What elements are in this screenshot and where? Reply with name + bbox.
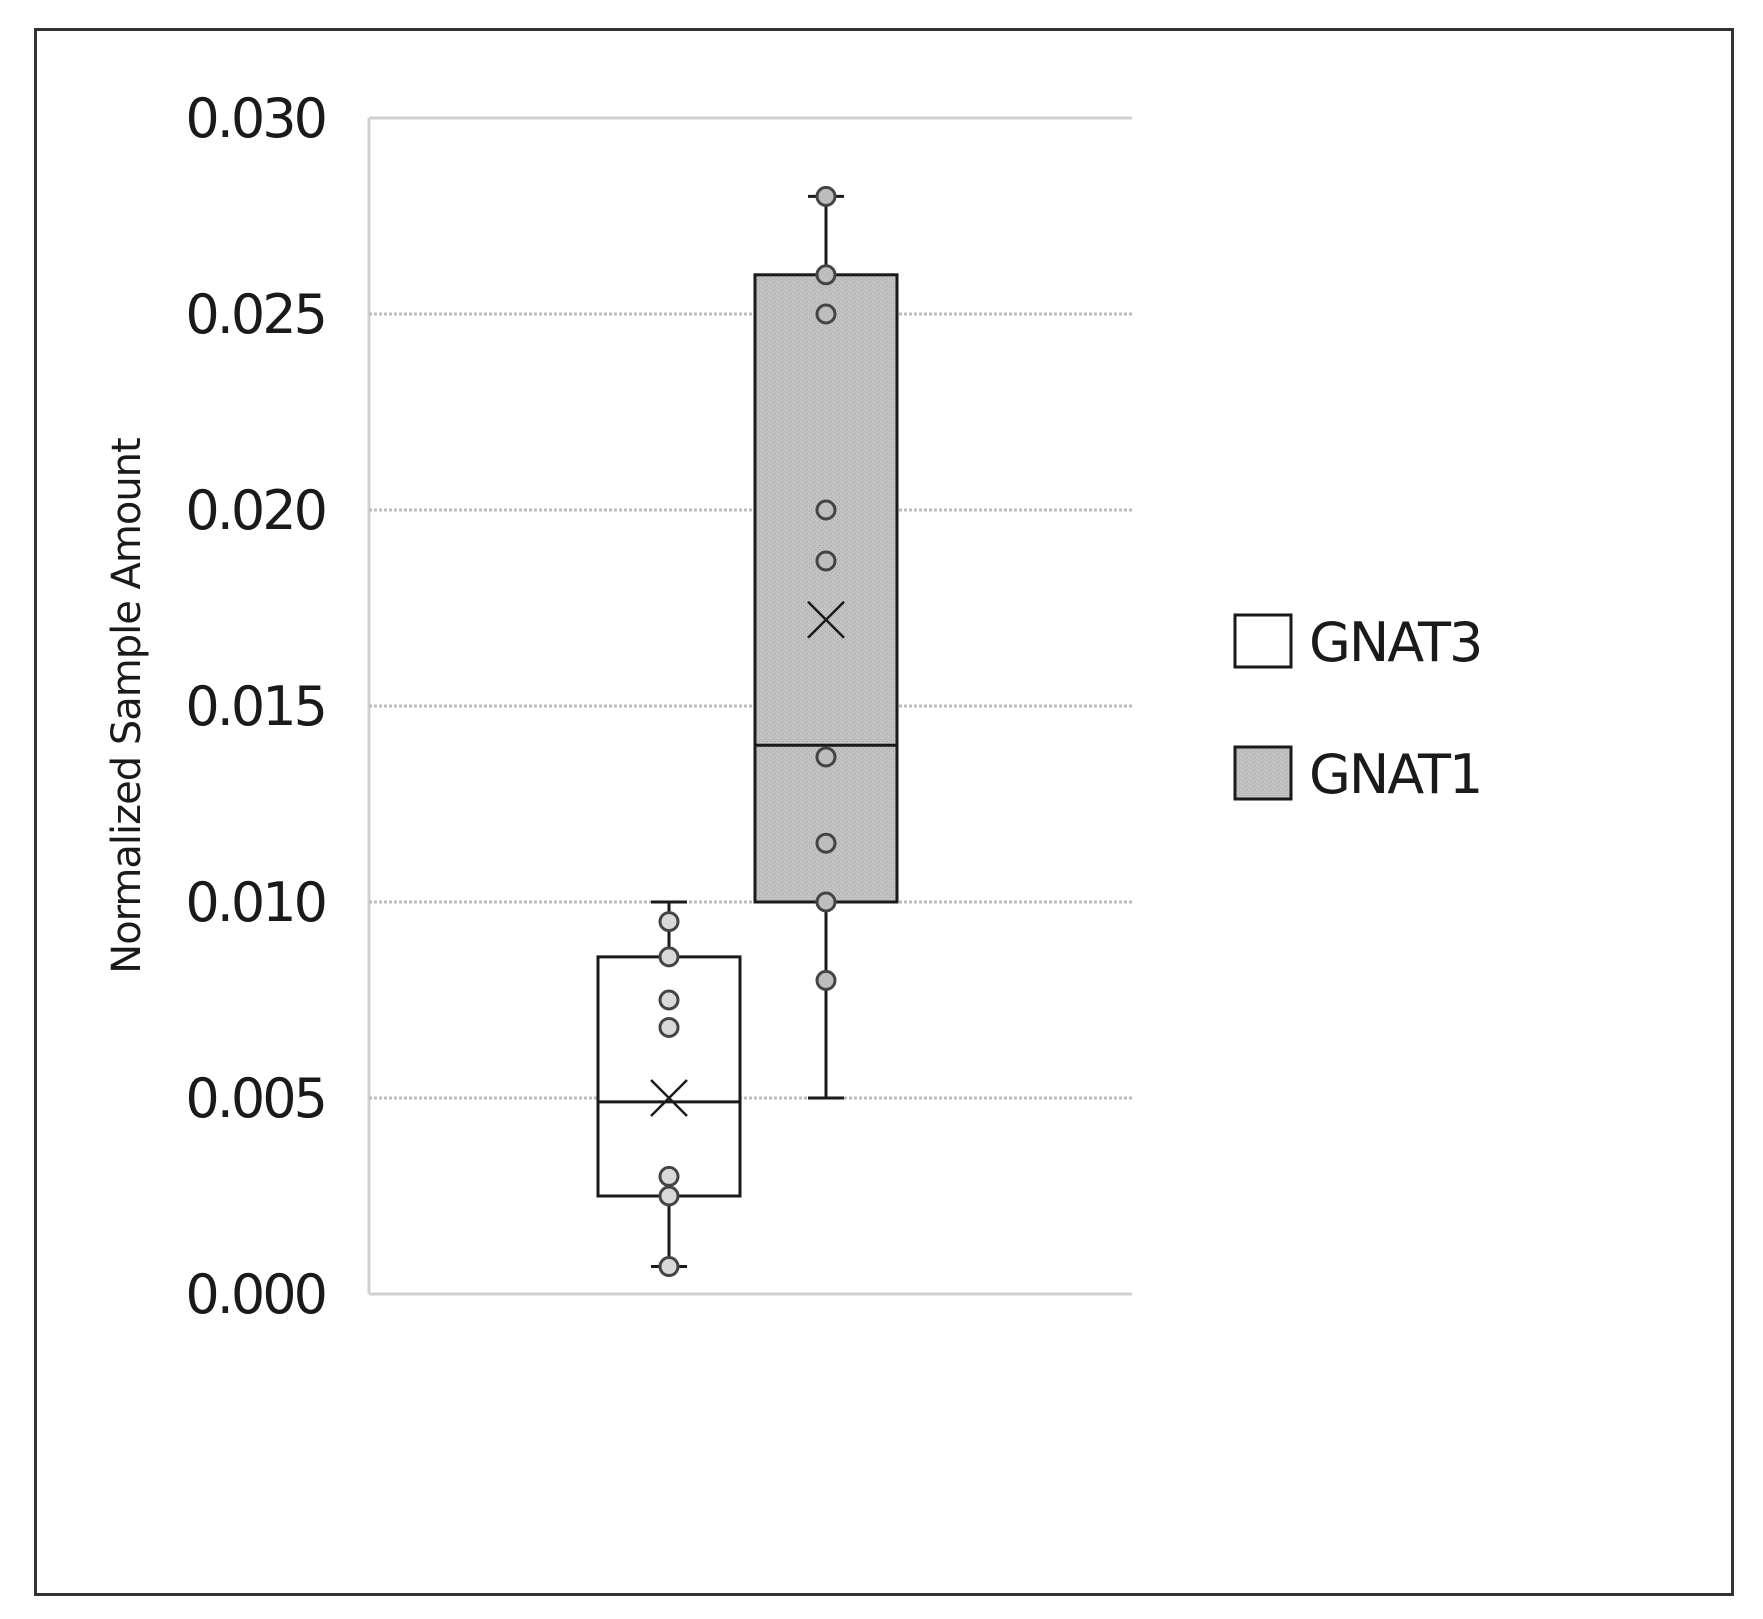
y-axis-tick-labels: 0.000 0.005 0.010 0.015 0.020 0.025 0.030: [185, 87, 328, 1326]
legend: GNAT3 GNAT1: [1233, 611, 1483, 806]
box-gnat3: [596, 900, 742, 1278]
mean-marker: [650, 1079, 688, 1117]
data-point: [815, 550, 837, 572]
legend-label: GNAT1: [1309, 743, 1481, 806]
y-tick-label: 0.025: [185, 283, 325, 346]
data-point: [658, 1256, 680, 1278]
data-point: [815, 832, 837, 854]
y-tick-label: 0.020: [185, 479, 325, 542]
box-series: [596, 185, 899, 1278]
data-point: [815, 891, 837, 913]
data-point: [815, 746, 837, 768]
data-point: [658, 946, 680, 968]
data-point: [658, 1165, 680, 1187]
y-tick-label: 0.005: [185, 1067, 325, 1130]
data-point: [815, 969, 837, 991]
data-point: [658, 911, 680, 933]
mean-marker: [807, 600, 845, 639]
box-iqr: [753, 273, 899, 904]
legend-item-gnat3: GNAT3: [1233, 611, 1483, 674]
data-point: [815, 499, 837, 521]
data-point: [815, 303, 837, 325]
y-tick-label: 0.030: [185, 87, 325, 150]
chart-frame: 0.000 0.005 0.010 0.015 0.020 0.025 0.030 Norm…: [34, 28, 1734, 1596]
y-tick-label: 0.010: [185, 871, 325, 934]
gridlines: [367, 116, 1132, 1296]
y-tick-label: 0.015: [185, 675, 325, 738]
data-point: [658, 1185, 680, 1207]
data-point: [815, 264, 837, 286]
data-point: [658, 1016, 680, 1038]
y-axis-title: Normalized Sample Amount: [104, 438, 150, 974]
data-point: [658, 989, 680, 1011]
legend-label: GNAT3: [1309, 611, 1481, 674]
legend-item-gnat1: GNAT1: [1233, 743, 1483, 806]
box-gnat1: [753, 185, 899, 1100]
data-point: [815, 185, 837, 207]
box-plot-chart: 0.000 0.005 0.010 0.015 0.020 0.025 0.030 Norm…: [104, 87, 1483, 1326]
y-tick-label: 0.000: [185, 1263, 325, 1326]
legend-swatch: [1233, 613, 1293, 669]
legend-swatch: [1233, 745, 1293, 801]
